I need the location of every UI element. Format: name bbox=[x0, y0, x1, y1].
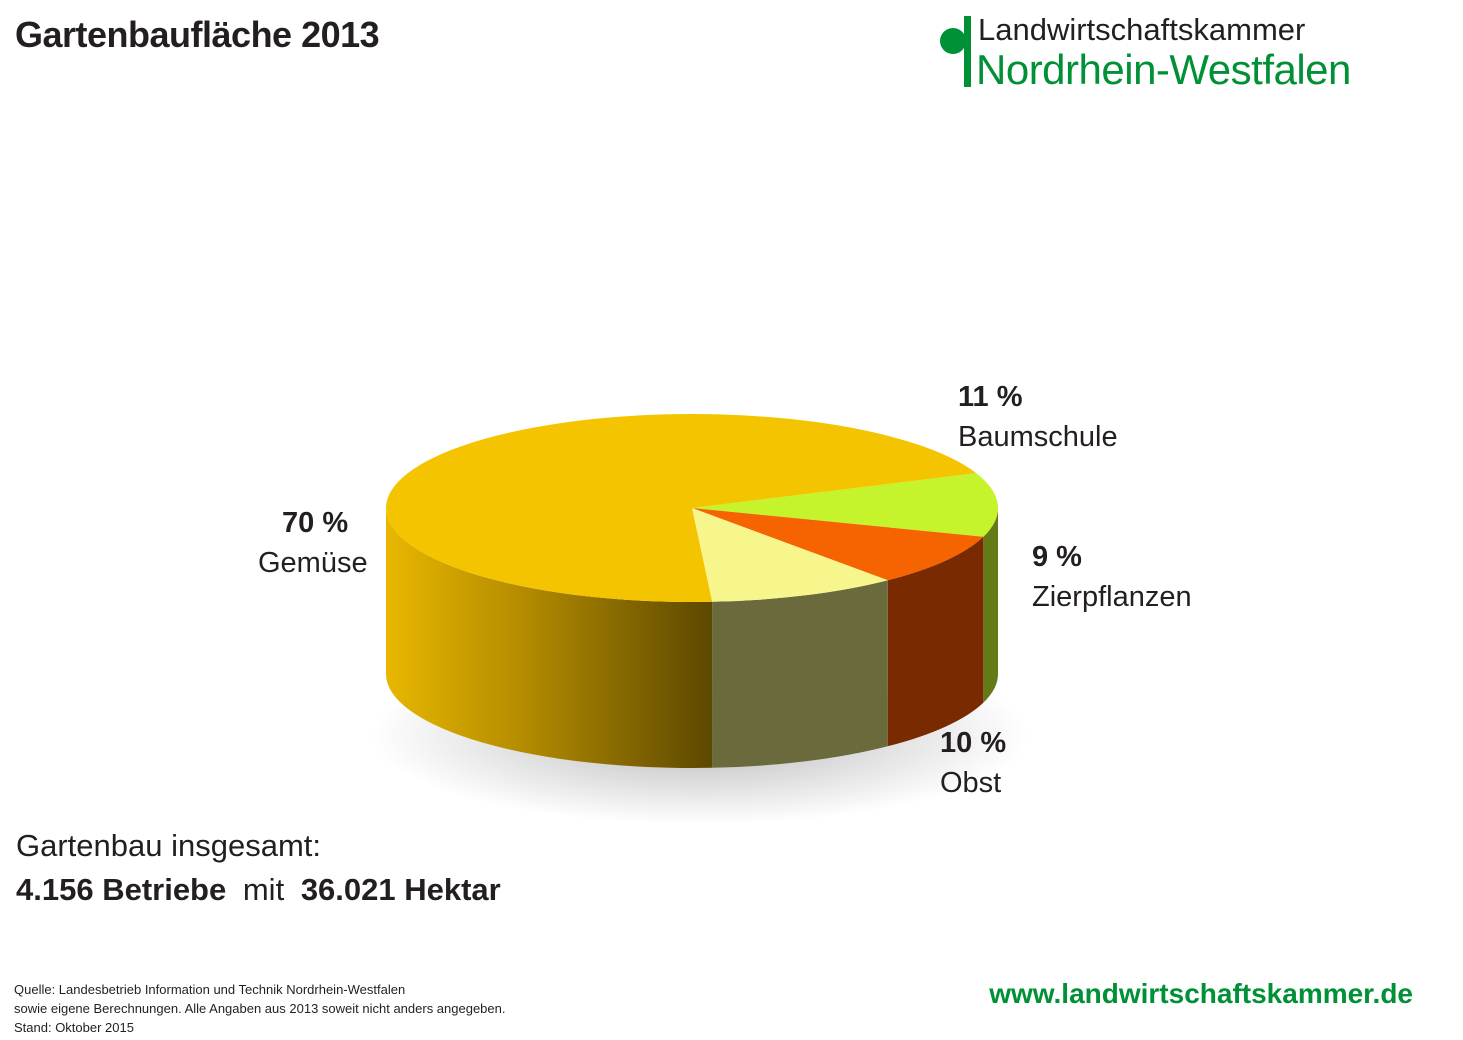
slice-percent-label: 9 % bbox=[1032, 541, 1082, 573]
summary-title: Gartenbau insgesamt: bbox=[16, 828, 322, 863]
slice-label-baumschule: 11 % Baumschule bbox=[958, 381, 1118, 453]
slice-label-obst: 10 % Obst bbox=[940, 727, 1006, 799]
slice-percent-label: 10 % bbox=[940, 727, 1006, 759]
footnote-line2: sowie eigene Berechnungen. Alle Angaben … bbox=[14, 1001, 506, 1016]
footnote-line3: Stand: Oktober 2015 bbox=[14, 1020, 134, 1035]
summary-hektar: 36.021 Hektar bbox=[300, 872, 501, 907]
slice-label-gemüse: 70 % Gemüse bbox=[258, 507, 368, 579]
summary-mit: mit bbox=[242, 872, 285, 907]
slice-category-label: Obst bbox=[940, 767, 1001, 799]
pie-side-gemüse bbox=[386, 508, 713, 769]
footnote-line1: Quelle: Landesbetrieb Information und Te… bbox=[14, 982, 406, 997]
slice-percent-label: 70 % bbox=[282, 507, 348, 539]
pie-labels: 70 % Gemüse 11 % Baumschule 9 % Zierpflanzen 1… bbox=[258, 381, 1192, 799]
source-footnote: Quelle: Landesbetrieb Information und Te… bbox=[14, 980, 506, 1037]
pie-slice-zierpflanzen bbox=[692, 508, 984, 581]
pie-slice-baumschule bbox=[692, 473, 999, 537]
logo-text-line2: Nordrhein-Westfalen bbox=[976, 46, 1351, 93]
pie-tops bbox=[386, 413, 999, 602]
logo-text-line1: Landwirtschaftskammer bbox=[978, 12, 1306, 47]
website-link[interactable]: www.landwirtschaftskammer.de bbox=[989, 978, 1413, 1009]
logo-bar-icon bbox=[964, 16, 971, 87]
summary-betriebe: 4.156 Betriebe bbox=[16, 872, 227, 907]
slice-category-label: Baumschule bbox=[958, 421, 1118, 453]
pie-slice-gemüse bbox=[386, 413, 977, 602]
pie-slice-obst bbox=[692, 508, 888, 602]
slice-category-label: Zierpflanzen bbox=[1032, 581, 1192, 613]
pie-side-baumschule bbox=[983, 508, 998, 703]
pie-sides bbox=[386, 508, 998, 769]
pie-side-obst bbox=[712, 580, 888, 768]
summary-values: 4.156 Betriebe mit 36.021 Hektar bbox=[16, 872, 501, 908]
logo-dot-icon bbox=[940, 28, 966, 54]
slice-percent-label: 11 % bbox=[958, 381, 1023, 413]
lwk-logo: Landwirtschaftskammer Nordrhein-Westfale… bbox=[938, 12, 1428, 96]
slice-label-zierpflanzen: 9 % Zierpflanzen bbox=[1032, 541, 1192, 613]
summary: Gartenbau insgesamt: 4.156 Betriebe mit … bbox=[16, 828, 501, 908]
slice-category-label: Gemüse bbox=[258, 547, 368, 579]
pie-side-zierpflanzen bbox=[887, 536, 984, 747]
chart-title: Gartenbaufläche 2013 bbox=[15, 14, 380, 55]
